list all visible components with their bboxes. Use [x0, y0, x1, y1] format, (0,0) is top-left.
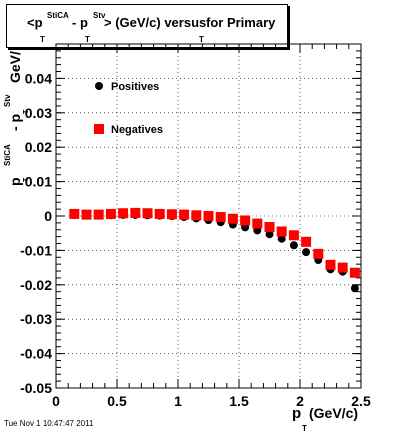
data-point-negatives — [227, 213, 238, 224]
data-series — [69, 207, 360, 293]
data-point-negatives — [301, 236, 312, 247]
x-tick-label: 1.5 — [229, 393, 249, 409]
data-point-positives — [289, 241, 298, 250]
data-point-negatives — [203, 211, 214, 221]
data-point-negatives — [118, 208, 129, 219]
y-axis-label-unit: GeV/ — [7, 51, 23, 83]
x-tick-label: 2.5 — [351, 393, 371, 409]
title-sup1: StiCA — [47, 11, 69, 20]
y-axis-label-sub1: T — [23, 177, 30, 182]
y-axis-label-sub2: T — [23, 109, 30, 114]
data-point-negatives — [252, 218, 263, 229]
legend-label-negatives: Negatives — [111, 124, 163, 136]
x-tick-labels: 0 0.5 1 1.5 2 2.5 — [52, 393, 371, 409]
y-tick-label: 0.02 — [25, 139, 52, 155]
title-sup2: Stv — [93, 11, 106, 20]
y-tick-label: 0.04 — [25, 70, 52, 86]
data-point-negatives — [313, 248, 324, 259]
y-axis-label: p StiCA T - p Stv T GeV/ — [3, 51, 30, 186]
title-tail: for Primary — [206, 15, 276, 30]
x-tick-label: 0 — [52, 393, 60, 409]
data-point-negatives — [130, 207, 141, 218]
data-point-negatives — [191, 210, 202, 221]
legend: Positives Negatives — [94, 81, 163, 136]
date-stamp: Tue Nov 1 10:47:47 2011 — [4, 419, 94, 428]
data-point-negatives — [276, 226, 287, 237]
data-point-negatives — [179, 209, 190, 220]
data-point-negatives — [154, 208, 165, 219]
title-rest: > (GeV/c) versus — [104, 15, 207, 30]
y-axis-label-p1: p — [7, 177, 23, 186]
x-tick-label: 1 — [174, 393, 182, 409]
title-sub2: T — [85, 35, 90, 44]
y-tick-label: 0 — [44, 208, 52, 224]
data-point-negatives — [93, 209, 104, 220]
data-point-negatives — [215, 212, 226, 223]
y-axis-label-sup2: Stv — [3, 94, 12, 107]
x-tick-label: 0.5 — [107, 393, 127, 409]
data-point-negatives — [105, 208, 116, 219]
y-tick-label: -0.02 — [20, 277, 52, 293]
y-tick-label: -0.03 — [20, 311, 52, 327]
data-point-positives — [265, 230, 274, 239]
x-axis-label-p: p — [292, 405, 301, 422]
data-point-negatives — [349, 267, 360, 278]
y-tick-label: 0.01 — [25, 174, 52, 190]
data-point-negatives — [69, 208, 80, 219]
data-point-negatives — [81, 209, 92, 220]
x-tick-label: 2 — [296, 393, 304, 409]
data-point-negatives — [337, 262, 348, 273]
data-point-negatives — [288, 230, 299, 241]
x-axis-label-sub: T — [302, 424, 307, 433]
data-point-positives — [277, 234, 286, 243]
data-point-negatives — [264, 222, 275, 233]
axis-ticks — [55, 43, 362, 389]
series-negatives — [69, 207, 360, 278]
legend-marker-negatives — [94, 124, 104, 134]
y-tick-label: -0.05 — [20, 380, 52, 396]
title-p: <p — [27, 15, 43, 30]
data-point-negatives — [166, 209, 177, 220]
title-box: <p StiCA T - p Stv T > (GeV/c) versus T … — [6, 4, 288, 48]
y-tick-label: -0.01 — [20, 242, 52, 258]
data-point-positives — [350, 284, 359, 293]
legend-marker-positives — [95, 82, 103, 90]
title-sub3: T — [199, 35, 204, 44]
y-axis-label-minus: - p — [7, 114, 23, 131]
data-point-positives — [302, 248, 311, 257]
x-axis-label-unit: (GeV/c) — [309, 405, 358, 421]
data-point-negatives — [240, 215, 251, 226]
y-tick-labels: -0.05 -0.04 -0.03 -0.02 -0.01 0 0.01 0.02 0.03 0.… — [20, 70, 52, 396]
y-tick-label: -0.04 — [20, 346, 52, 362]
legend-label-positives: Positives — [111, 81, 159, 93]
title-minus-p: - p — [72, 15, 88, 30]
title-sub1: T — [40, 35, 45, 44]
y-axis-label-sup1: StiCA — [3, 144, 12, 166]
y-tick-label: 0.03 — [25, 105, 52, 121]
data-point-negatives — [142, 208, 153, 219]
data-point-negatives — [325, 259, 336, 270]
